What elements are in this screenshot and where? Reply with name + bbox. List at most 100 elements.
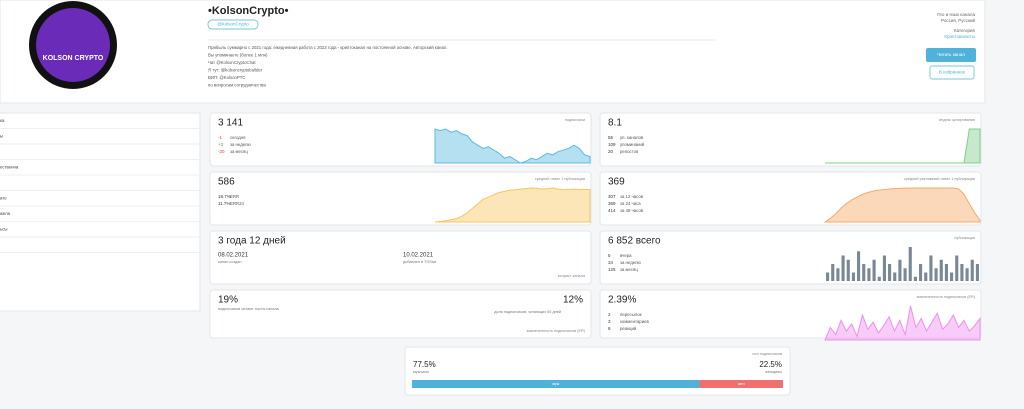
sparkline-area [823, 187, 981, 223]
sparkline-bar [857, 251, 861, 281]
description-line: ВИП: @KolsonPTC [208, 75, 246, 80]
row-number: 34 [608, 260, 614, 265]
sparkline-bar [893, 272, 897, 281]
gender-bar [412, 380, 700, 388]
avatar-text: KOLSON CRYPTO [43, 55, 104, 62]
sparkline-bar [960, 264, 964, 281]
gender-label: женщины [765, 370, 782, 374]
read-button-text[interactable]: Читать канал [937, 52, 965, 57]
stat-value: 3 141 [218, 118, 243, 129]
sparkline-bar [841, 255, 845, 281]
stat-value: 8.1 [608, 118, 622, 129]
sparkline-bar [867, 268, 871, 281]
gender-label: мужчины [413, 370, 429, 374]
row-number: 125 [608, 267, 616, 272]
row-number: 3 [608, 319, 611, 324]
row-label: за месяц [620, 267, 638, 272]
row-number: 5 [608, 253, 611, 258]
stat-card [599, 112, 982, 167]
sparkline-bar [898, 259, 902, 281]
sidebar-item[interactable]: жела [0, 211, 11, 216]
handle[interactable]: @KolsonCrypto [217, 22, 249, 27]
sparkline-area [434, 187, 591, 223]
stat-card [599, 171, 982, 226]
sparkline-bar [862, 264, 866, 281]
row-number: -1 [218, 135, 222, 140]
sparkline-bar [877, 276, 881, 281]
note: доля подписчиков, читающих 50 дней [494, 310, 561, 314]
sidebar-item[interactable]: ате [0, 196, 7, 201]
sparkline-bar [851, 272, 855, 281]
row-number: 8 [608, 326, 611, 331]
stat-value: 12% [563, 295, 583, 306]
stat-value: 369 [608, 177, 625, 188]
channel-title: •KolsonCrypto• [208, 5, 289, 17]
stat-value: 2.39% [608, 295, 636, 306]
read-button[interactable] [926, 48, 976, 62]
row-label: репостов [620, 149, 639, 154]
sparkline-bar [970, 259, 974, 281]
stat-card [209, 289, 592, 339]
fav-button[interactable] [929, 65, 975, 80]
row-label: за 12 часов [620, 194, 644, 199]
sparkline-bar [944, 264, 948, 281]
sidebar [0, 112, 201, 312]
avatar-inner [36, 8, 110, 82]
sparkline-bar [872, 259, 876, 281]
sparkline-bar [831, 264, 835, 281]
gender-bar [699, 380, 783, 388]
stat-subtitle: публикации [954, 236, 975, 240]
row-number: 11.7% [218, 201, 230, 206]
sidebar-item[interactable]: ьсы [0, 227, 7, 232]
stat-subtitle: подписчики [565, 118, 585, 122]
gender-value: 22.5% [759, 360, 782, 369]
sparkline-bar [826, 272, 830, 281]
row-label: ERR24 [230, 201, 244, 206]
row-label: за 48 часов [620, 208, 644, 213]
row-label: ERR [230, 194, 239, 199]
sparkline-bar [955, 255, 959, 281]
row-number: 109 [608, 142, 616, 147]
stat-value: 6 852 всего [608, 236, 661, 247]
description-line: Вы упоминаете (более 1 млн) [208, 53, 268, 58]
row-label: за неделю [620, 260, 641, 265]
geo: Россия, Русский [941, 17, 975, 23]
sidebar-item[interactable]: ка [0, 118, 5, 123]
row-number: +3 [218, 142, 224, 147]
handle-badge[interactable] [207, 19, 259, 30]
row-label: за неделю [230, 142, 251, 147]
sparkline-area [825, 128, 981, 164]
row-number: 307 [608, 194, 616, 199]
description-line: Я тут: @kolsoncryptobuilder [208, 68, 263, 73]
stat-card [599, 289, 982, 339]
sidebar-item[interactable]: ественна [0, 165, 19, 170]
gender-bar-label: муж [552, 382, 560, 386]
sparkline-area [434, 128, 591, 164]
description-line: Чат @KolsonCryptoChat [208, 60, 256, 65]
row-number: 18.7% [218, 194, 231, 199]
geo-label: Гео и язык канала [937, 12, 975, 17]
sparkline-bar [836, 268, 840, 281]
row-label: за 24 часа [620, 201, 641, 206]
row-label: сегодня [230, 135, 246, 140]
row-number: 20 [608, 149, 614, 154]
stat-subtitle: индекс цитирования [939, 118, 975, 122]
note: подписчиков читают посты канала [218, 307, 280, 311]
description-line: Прибыль суммарно с 2021 года: ежедневная… [208, 45, 448, 50]
stat-footer: возраст канала [558, 274, 586, 278]
stat-subtitle: пол подписчиков [752, 352, 782, 356]
sparkline-bar [934, 268, 938, 281]
row-label: комментариев [620, 319, 649, 324]
sparkline-bar [903, 268, 907, 281]
gender-bar-label: жен [738, 382, 745, 386]
row-number: 2 [608, 312, 611, 317]
category[interactable]: Криптовалюты [944, 34, 975, 39]
sparkline-bar [950, 272, 954, 281]
row-label: вчера [620, 253, 632, 258]
sparkline-bar [965, 268, 969, 281]
sidebar-item[interactable]: ы [0, 134, 3, 139]
fav-button-text[interactable]: В избранное [939, 70, 966, 75]
row-number: 55 [608, 135, 614, 140]
sparkline-bar [888, 264, 892, 281]
stat-card [209, 171, 592, 226]
